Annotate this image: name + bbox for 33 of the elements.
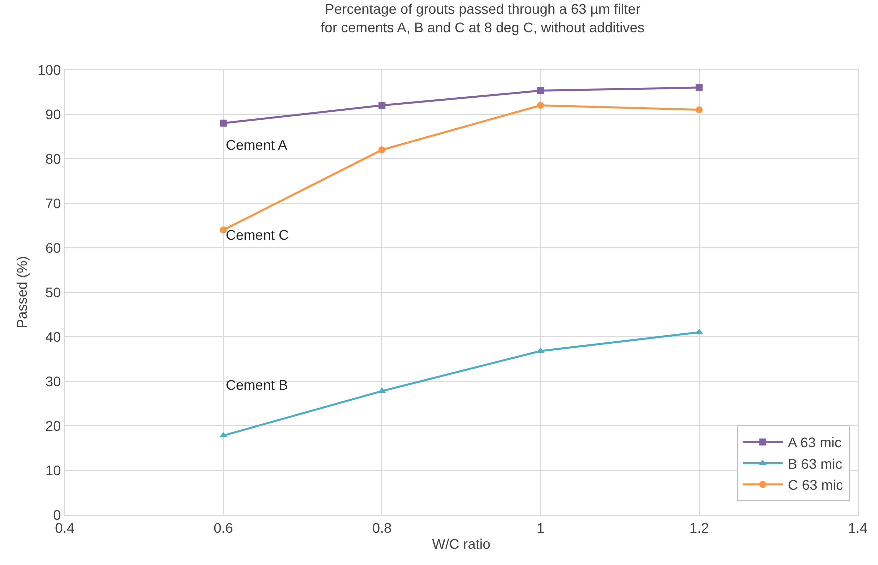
y-tick-label: 50 xyxy=(46,284,62,300)
point xyxy=(378,102,386,110)
x-tick-label: 0.8 xyxy=(372,520,392,536)
y-tick-label: 80 xyxy=(46,150,62,167)
y-tick-label: 20 xyxy=(46,418,62,434)
point xyxy=(696,84,703,92)
x-tick-label: 0.6 xyxy=(214,520,234,536)
point xyxy=(220,432,228,438)
point xyxy=(378,146,386,154)
y-axis-title: Passed (%) xyxy=(14,256,30,329)
point xyxy=(220,226,228,234)
y-tick-label: 70 xyxy=(46,195,62,212)
y-tick-label: 40 xyxy=(46,328,62,345)
y-tick-label: 100 xyxy=(38,62,62,78)
point xyxy=(537,102,544,110)
annotation: Cement B xyxy=(226,377,288,393)
point xyxy=(696,106,703,114)
x-axis-title: W/C ratio xyxy=(432,536,491,552)
annotation: Cement A xyxy=(226,137,288,153)
chart-title: Percentage of grouts passed through a 63 µm filter for cements A, B and C at 8 deg C, without additives xyxy=(321,1,645,36)
annotation: Cement C xyxy=(226,227,290,243)
point xyxy=(537,87,544,94)
legend-label: A 63 mic xyxy=(788,434,842,451)
y-tick-label: 60 xyxy=(46,240,62,256)
x-tick-label: 1.4 xyxy=(848,520,868,536)
legend-label: B 63 mic xyxy=(788,456,843,472)
point xyxy=(220,120,228,127)
x-tick-label: 1.2 xyxy=(690,520,710,536)
y-tick-label: 30 xyxy=(46,373,62,390)
legend-label: C 63 mic xyxy=(788,477,844,494)
y-tick-label: 10 xyxy=(46,462,62,478)
x-tick-label: 1 xyxy=(536,520,545,536)
y-tick-label: 90 xyxy=(46,106,62,122)
